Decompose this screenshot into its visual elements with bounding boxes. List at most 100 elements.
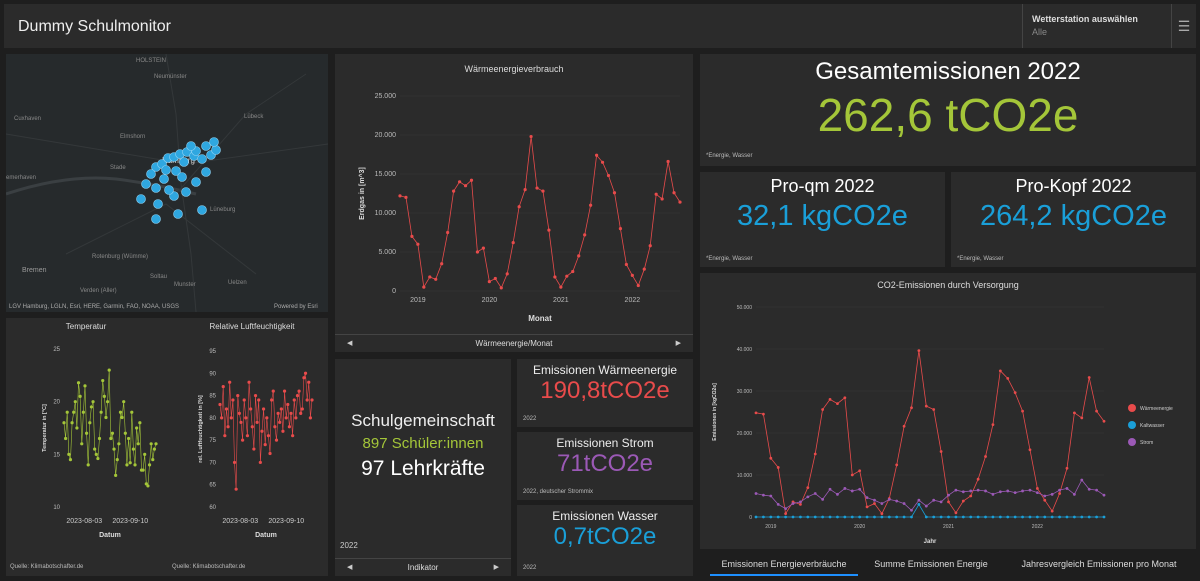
school-marker[interactable] xyxy=(191,177,201,187)
data-point xyxy=(813,452,817,456)
co2-emissions-chart[interactable]: 0 10.000 20.000 30.000 40.000 50.000 2019 2020 2… xyxy=(700,273,1196,549)
school-marker[interactable] xyxy=(141,179,151,189)
y-tick-label: 20.000 xyxy=(737,431,753,437)
school-marker[interactable] xyxy=(186,141,196,151)
heat-consumption-chart[interactable]: 0 5.000 10.000 15.000 20.000 25.000 2019 2020 20… xyxy=(335,54,693,334)
data-point xyxy=(947,500,950,504)
data-point xyxy=(228,380,232,384)
data-point xyxy=(242,398,246,402)
school-panel: Schulgemeinschaft 897 Schüler:innen 97 L… xyxy=(335,359,511,576)
station-selector-value[interactable]: Alle xyxy=(1032,27,1048,37)
data-point xyxy=(152,447,156,451)
data-point xyxy=(1035,515,1039,519)
x-axis-label: Monat xyxy=(528,314,552,323)
school-marker[interactable] xyxy=(197,154,207,164)
school-marker[interactable] xyxy=(197,205,207,215)
total-emissions-value: 262,6 tCO2e xyxy=(817,89,1079,141)
data-point xyxy=(1102,493,1106,497)
data-point xyxy=(843,487,847,490)
x-tick-label: 2021 xyxy=(943,524,954,530)
school-marker[interactable] xyxy=(151,214,161,224)
data-point xyxy=(1080,478,1084,482)
school-marker[interactable] xyxy=(164,185,174,195)
data-point xyxy=(523,188,527,192)
school-marker[interactable] xyxy=(171,166,181,176)
map-label: Soltau xyxy=(150,274,167,280)
legend-label: Wärmeenergie xyxy=(1140,406,1173,412)
school-marker[interactable] xyxy=(201,167,211,177)
school-marker[interactable] xyxy=(153,199,163,209)
data-point xyxy=(836,402,839,405)
data-point xyxy=(902,424,906,428)
school-marker[interactable] xyxy=(181,187,191,197)
x-tick-label: 2023-09-10 xyxy=(268,518,304,525)
data-point xyxy=(231,398,235,402)
data-point xyxy=(828,515,832,519)
next-arrow-icon[interactable]: ▶ xyxy=(493,564,499,571)
data-point xyxy=(287,425,292,429)
data-point xyxy=(762,493,765,497)
tab-yearly-comparison[interactable]: Jahresvergleich Emissionen pro Monat xyxy=(1021,559,1177,569)
school-markers[interactable] xyxy=(136,137,221,224)
school-marker[interactable] xyxy=(179,157,189,167)
school-marker[interactable] xyxy=(177,172,187,182)
school-marker[interactable] xyxy=(146,169,156,179)
series-line xyxy=(399,136,681,289)
map-canvas[interactable]: HOLSTEIN Neumünster Cuxhaven Elmshorn Lü… xyxy=(6,54,328,312)
y-axis-label: Temperatur in [°C] xyxy=(42,404,48,452)
data-point xyxy=(117,442,121,446)
tab-energy-sum[interactable]: Summe Emissionen Energie xyxy=(874,559,988,569)
school-marker[interactable] xyxy=(173,209,183,219)
school-marker[interactable] xyxy=(209,137,219,147)
data-point xyxy=(969,515,973,519)
data-point xyxy=(97,436,102,441)
school-marker[interactable] xyxy=(159,174,169,184)
heat-chart-nav: ◀ Wärmeenergie/Monat ▶ xyxy=(335,334,693,352)
map-label: Neumünster xyxy=(154,74,187,80)
map-label: Elmshorn xyxy=(120,134,145,140)
data-point xyxy=(469,178,474,182)
data-point xyxy=(131,447,136,451)
prev-arrow-icon[interactable]: ◀ xyxy=(347,340,353,347)
data-point xyxy=(791,515,795,519)
data-point xyxy=(72,410,76,414)
data-point xyxy=(947,493,950,497)
data-point xyxy=(94,452,98,456)
hamburger-menu-icon[interactable]: ☰ xyxy=(1171,4,1196,48)
data-point xyxy=(1043,494,1047,498)
data-point xyxy=(806,486,810,489)
prev-arrow-icon[interactable]: ◀ xyxy=(347,564,353,571)
data-point xyxy=(99,410,103,414)
data-point xyxy=(224,407,229,411)
data-point xyxy=(80,442,84,446)
weather-charts[interactable]: 10 15 20 25 2023-08-03 2023-09-10 Datum Tempera… xyxy=(6,318,328,576)
chart-source: Quelle: Klimabotschafter.de xyxy=(172,564,246,570)
water-emissions-note: 2022 xyxy=(523,565,537,571)
data-point xyxy=(446,230,450,235)
school-marker[interactable] xyxy=(211,145,221,155)
school-marker[interactable] xyxy=(161,165,171,175)
heat-chart-panel: 0 5.000 10.000 15.000 20.000 25.000 2019 2020 20… xyxy=(335,54,693,352)
data-point xyxy=(660,197,664,201)
school-marker[interactable] xyxy=(136,194,146,204)
data-point xyxy=(784,512,788,516)
data-point xyxy=(902,515,906,519)
data-point xyxy=(107,368,111,372)
y-tick-label: 90 xyxy=(209,371,216,377)
data-point xyxy=(416,242,420,246)
data-point xyxy=(1095,409,1098,413)
tab-energy-consumption[interactable]: Emissionen Energieverbräuche xyxy=(710,554,858,576)
data-point xyxy=(547,228,551,232)
next-arrow-icon[interactable]: ▶ xyxy=(675,340,681,347)
data-point xyxy=(281,429,285,433)
map-label: Hamburg xyxy=(162,156,195,165)
school-marker[interactable] xyxy=(201,141,211,151)
data-point xyxy=(89,405,94,409)
map-panel[interactable]: HOLSTEIN Neumünster Cuxhaven Elmshorn Lü… xyxy=(6,54,328,312)
data-point xyxy=(255,420,259,424)
page-title: Dummy Schulmonitor xyxy=(18,18,171,35)
data-point xyxy=(220,416,224,420)
school-marker[interactable] xyxy=(151,183,161,193)
station-selector[interactable]: Wetterstation auswählen Alle xyxy=(1022,4,1170,48)
data-point xyxy=(1021,409,1024,413)
